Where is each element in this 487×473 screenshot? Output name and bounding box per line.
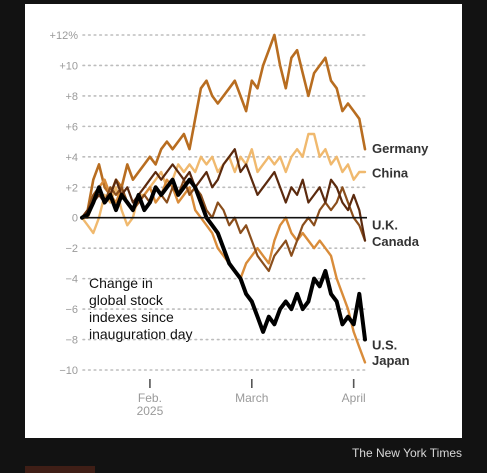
y-tick-label: −4	[65, 274, 78, 286]
y-tick-label: −8	[65, 335, 78, 347]
line-chart: +12% +10 +8 +6 +4 +2 0 −2 −4 −6 −8 −10 Feb.2025 Marc…	[50, 30, 430, 418]
series-labels: Germany China U.K. Canada U.S.Japan	[372, 141, 429, 368]
y-tick-labels: +12% +10 +8 +6 +4 +2 0 −2 −4 −6 −8 −10	[50, 30, 79, 377]
x-tick-label: April	[342, 391, 366, 405]
x-tick-label: 2025	[137, 404, 164, 418]
annotation-line: global stock	[89, 292, 164, 308]
series-label: China	[372, 166, 409, 181]
series-line-us	[80, 177, 367, 342]
y-tick-label: +4	[65, 152, 78, 164]
x-tick-label: Feb.	[138, 391, 162, 405]
y-tick-label: +2	[65, 182, 78, 194]
series-label: Germany	[372, 141, 429, 156]
y-tick-label: +10	[59, 60, 78, 72]
y-tick-label: +6	[65, 121, 78, 133]
y-tick-label: −6	[65, 304, 78, 316]
annotation-line: Change in	[89, 275, 153, 291]
y-tick-label: −2	[65, 243, 78, 255]
series-label: Japan	[372, 353, 410, 368]
series-line-uk	[80, 148, 367, 242]
source-credit: The New York Times	[351, 446, 462, 460]
series-line-germany	[80, 33, 367, 219]
x-tick-label: March	[235, 391, 268, 405]
chart-panel: +12% +10 +8 +6 +4 +2 0 −2 −4 −6 −8 −10 Feb. 2025 Marc…	[25, 4, 462, 438]
annotation-line: inauguration day	[89, 326, 193, 342]
y-tick-label: +12%	[50, 30, 79, 42]
annotation-line: indexes since	[89, 309, 174, 325]
series-lines	[80, 33, 367, 364]
series-label: Canada	[372, 234, 420, 249]
y-tick-label: +8	[65, 91, 78, 103]
y-tick-label: −10	[59, 365, 78, 377]
series-label: U.K.	[372, 217, 398, 232]
series-label: U.S.	[372, 338, 397, 353]
y-tick-label: 0	[72, 213, 78, 225]
next-section-hint	[25, 466, 95, 473]
x-axis: Feb.2025 March April	[137, 379, 366, 418]
